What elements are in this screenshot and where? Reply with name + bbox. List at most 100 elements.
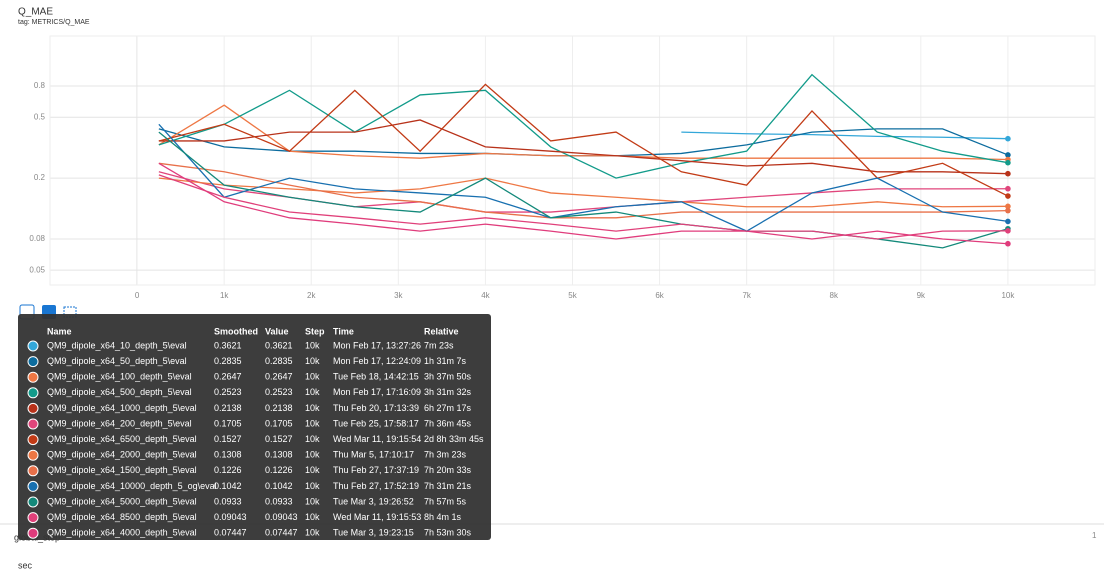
plot: 0 1k 2k 3k 4k 5k 6k 7k 8k 9k 10k 0.05 0.08 0.2 0.5 0.8: [29, 35, 1096, 300]
series-line: [158, 83, 1009, 197]
cell: QM9_dipole_x64_10_depth_5\eval: [47, 340, 187, 350]
x-tick-label: 9k: [917, 291, 926, 300]
cell: 10k: [305, 403, 320, 413]
series-swatch: [27, 340, 39, 352]
cell: 10k: [305, 418, 320, 428]
end-marker: [1005, 218, 1011, 225]
series-line: [158, 119, 1008, 175]
cell: Thu Feb 27, 17:52:19: [333, 481, 419, 491]
y-tick-label: 0.5: [34, 112, 46, 121]
series-swatch: [27, 512, 39, 524]
cell: 0.2647: [265, 372, 293, 382]
cell: 10k: [305, 434, 320, 444]
column-header: Value: [265, 326, 289, 336]
cell: Mon Feb 17, 13:27:26: [333, 340, 421, 350]
x-tick-label: 1k: [220, 291, 229, 300]
cell: 10k: [305, 356, 320, 366]
cell: QM9_dipole_x64_50_depth_5\eval: [47, 356, 187, 366]
cell: Thu Mar 5, 17:10:17: [333, 450, 414, 460]
series-line: [681, 131, 1008, 140]
cell: QM9_dipole_x64_8500_depth_5\eval: [47, 512, 197, 522]
cell: 0.1042: [265, 481, 293, 491]
cell: 0.2523: [214, 387, 242, 397]
cell: 0.1527: [214, 434, 242, 444]
end-marker: [1005, 228, 1011, 234]
cell: Tue Feb 18, 14:42:15: [333, 372, 419, 382]
cell: 0.2138: [265, 403, 293, 413]
column-header: Relative: [424, 326, 459, 336]
cell: 7h 57m 5s: [424, 496, 467, 506]
x-tick-label: 4k: [481, 291, 490, 300]
end-marker: [1005, 207, 1011, 214]
x-tick-label: 2k: [307, 291, 316, 300]
series-line: [158, 104, 1008, 161]
cell: 2d 8h 33m 45s: [424, 434, 484, 444]
end-marker: [1005, 159, 1011, 166]
cell: Thu Feb 20, 17:13:39: [333, 403, 419, 413]
cell: 7m 23s: [424, 340, 454, 350]
cell: 0.2647: [214, 372, 242, 382]
cell: 0.1705: [214, 418, 242, 428]
cell: QM9_dipole_x64_2000_depth_5\eval: [47, 450, 197, 460]
cell: QM9_dipole_x64_6500_depth_5\eval: [47, 434, 197, 444]
series-swatch: [27, 387, 39, 399]
cell: 7h 36m 45s: [424, 418, 472, 428]
cell: Thu Feb 27, 17:37:19: [333, 465, 419, 475]
cell: 7h 20m 33s: [424, 465, 472, 475]
cell: Mon Feb 17, 17:16:09: [333, 387, 421, 397]
series-swatch: [27, 496, 39, 508]
cell: 8h 4m 1s: [424, 512, 462, 522]
cell: 0.1042: [214, 481, 242, 491]
cell: 0.2835: [214, 356, 242, 366]
column-header: Time: [333, 326, 354, 336]
cell: 0.1308: [265, 450, 293, 460]
cell: QM9_dipole_x64_10000_depth_5_og\eval: [47, 481, 217, 491]
cell: QM9_dipole_x64_500_depth_5\eval: [47, 387, 192, 397]
series-swatch: [27, 465, 39, 477]
x-tick-label: 7k: [742, 291, 751, 300]
cell: QM9_dipole_x64_1500_depth_5\eval: [47, 465, 197, 475]
count: 1: [1092, 531, 1097, 540]
series-swatch: [27, 371, 39, 383]
column-header: Name: [47, 326, 72, 336]
cell: QM9_dipole_x64_100_depth_5\eval: [47, 372, 192, 382]
cell: Tue Feb 25, 17:58:17: [333, 418, 419, 428]
x-tick-label: 10k: [1001, 291, 1015, 300]
series-swatch: [27, 356, 39, 368]
cell: 0.3621: [214, 340, 242, 350]
cell: 10k: [305, 387, 320, 397]
cell: 6h 27m 17s: [424, 403, 472, 413]
y-tick-label: 0.05: [29, 265, 45, 274]
cell: 0.3621: [265, 340, 293, 350]
cell: 0.1527: [265, 434, 293, 444]
plot-frame: [49, 35, 1096, 286]
series-swatch: [27, 480, 39, 492]
cell: QM9_dipole_x64_1000_depth_5\eval: [47, 403, 197, 413]
cell: Mon Feb 17, 12:24:09: [333, 356, 421, 366]
cell: 0.07447: [265, 528, 298, 538]
cell: 10k: [305, 496, 320, 506]
cell: 0.2523: [265, 387, 293, 397]
cell: 10k: [305, 512, 320, 522]
end-marker: [1005, 152, 1011, 158]
cell: 7h 53m 30s: [424, 528, 472, 538]
cell: 3h 37m 50s: [424, 372, 472, 382]
x-tick-label: 5k: [568, 291, 577, 300]
end-marker: [1005, 203, 1011, 210]
end-marker: [1005, 240, 1011, 247]
tooltip-table: Name Smoothed Value Step Time Relative QM9_dip…: [27, 326, 484, 539]
cell: 0.1226: [214, 465, 242, 475]
series-line: [158, 73, 1009, 179]
cell: 1h 31m 7s: [424, 356, 467, 366]
cell: 10k: [305, 465, 320, 475]
cell: 0.2138: [214, 403, 242, 413]
cell: Tue Mar 3, 19:23:15: [333, 528, 414, 538]
series-line: [158, 123, 1009, 232]
x-tick-label: 8k: [830, 291, 839, 300]
end-marker: [1005, 170, 1011, 177]
series-line: [158, 174, 1008, 240]
chart-subtitle: tag: METRICS/Q_MAE: [18, 19, 90, 26]
x-tick-label: 3k: [394, 291, 403, 300]
